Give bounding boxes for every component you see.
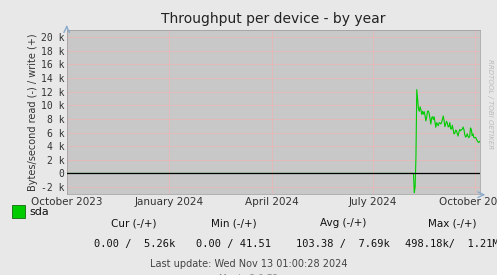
Text: 103.38 /  7.69k: 103.38 / 7.69k <box>296 239 390 249</box>
Bar <box>12 205 25 218</box>
Text: RRDTOOL / TOBI OETIKER: RRDTOOL / TOBI OETIKER <box>487 59 493 150</box>
Text: Munin 2.0.73: Munin 2.0.73 <box>219 274 278 275</box>
Title: Throughput per device - by year: Throughput per device - by year <box>161 12 386 26</box>
Text: 0.00 /  5.26k: 0.00 / 5.26k <box>93 239 175 249</box>
Text: Last update: Wed Nov 13 01:00:28 2024: Last update: Wed Nov 13 01:00:28 2024 <box>150 259 347 269</box>
Text: sda: sda <box>30 207 50 216</box>
Text: Min (-/+): Min (-/+) <box>211 218 256 229</box>
Text: 0.00 / 41.51: 0.00 / 41.51 <box>196 239 271 249</box>
Text: 498.18k/  1.21M: 498.18k/ 1.21M <box>406 239 497 249</box>
Y-axis label: Bytes/second read (-) / write (+): Bytes/second read (-) / write (+) <box>28 33 38 191</box>
Text: Avg (-/+): Avg (-/+) <box>320 218 366 229</box>
Text: Max (-/+): Max (-/+) <box>428 218 477 229</box>
Text: Cur (-/+): Cur (-/+) <box>111 218 157 229</box>
